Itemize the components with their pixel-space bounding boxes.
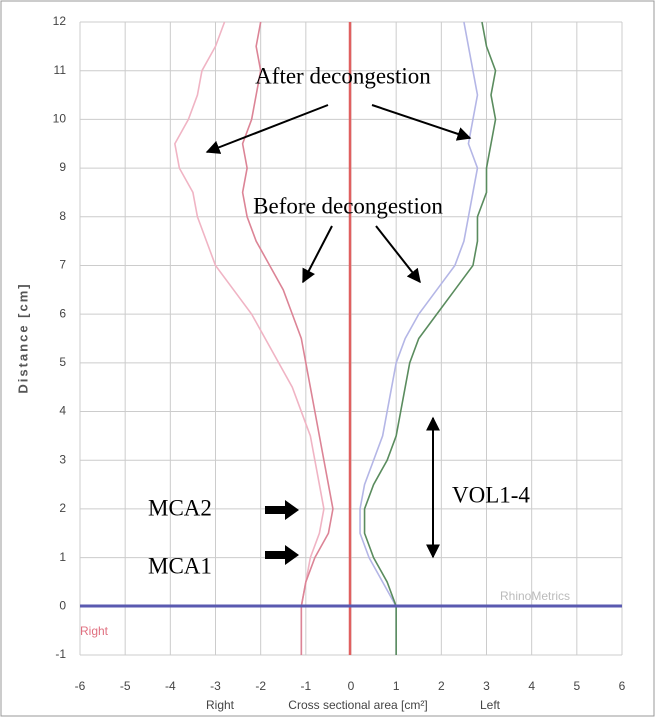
annotation: After decongestion bbox=[255, 63, 431, 88]
x-tick-label: -2 bbox=[255, 679, 266, 693]
series-line bbox=[174, 21, 325, 655]
x-tick-label: -5 bbox=[120, 679, 131, 693]
annotation: Before decongestion bbox=[253, 193, 443, 218]
x-tick-label: -6 bbox=[75, 679, 86, 693]
x-tick-label: 4 bbox=[528, 679, 535, 693]
y-tick-label: 8 bbox=[59, 209, 66, 223]
x-tick-label: -4 bbox=[165, 679, 176, 693]
y-tick-label: 12 bbox=[53, 14, 67, 28]
annotation: MCA1 bbox=[148, 553, 212, 578]
x-tick-label: -3 bbox=[210, 679, 221, 693]
y-tick-label: -1 bbox=[55, 647, 66, 661]
side-label: Right bbox=[80, 624, 109, 638]
y-tick-label: 9 bbox=[59, 160, 66, 174]
x-right-label: Left bbox=[480, 698, 501, 712]
watermark: RhinoMetrics bbox=[500, 589, 570, 603]
x-tick-label: 0 bbox=[348, 679, 355, 693]
annotation: MCA2 bbox=[148, 495, 212, 520]
series-line bbox=[363, 21, 497, 655]
block-arrow bbox=[265, 545, 299, 565]
series-line bbox=[241, 21, 334, 655]
block-arrow bbox=[265, 500, 299, 520]
y-tick-label: 7 bbox=[59, 258, 66, 272]
y-tick-label: 10 bbox=[53, 112, 67, 126]
y-tick-label: 4 bbox=[59, 404, 66, 418]
arrows bbox=[205, 104, 472, 559]
y-tick-label: 11 bbox=[54, 63, 67, 77]
y-axis-label: Distance [cm] bbox=[15, 282, 30, 393]
annotation: VOL1-4 bbox=[452, 482, 530, 507]
x-tick-label: 3 bbox=[483, 679, 490, 693]
x-tick-label: 6 bbox=[619, 679, 626, 693]
x-tick-label: -1 bbox=[300, 679, 311, 693]
y-tick-label: 1 bbox=[59, 550, 66, 564]
y-tick-label: 0 bbox=[59, 598, 66, 612]
x-tick-label: 2 bbox=[438, 679, 445, 693]
x-axis-label: Cross sectional area [cm²] bbox=[288, 698, 427, 712]
y-tick-label: 2 bbox=[59, 501, 66, 515]
x-left-label: Right bbox=[206, 698, 235, 712]
series-line bbox=[359, 21, 479, 655]
x-tick-label: 5 bbox=[573, 679, 580, 693]
y-tick-label: 5 bbox=[59, 355, 66, 369]
x-tick-label: 1 bbox=[393, 679, 400, 693]
y-tick-label: 6 bbox=[59, 306, 66, 320]
y-tick-label: 3 bbox=[59, 452, 66, 466]
